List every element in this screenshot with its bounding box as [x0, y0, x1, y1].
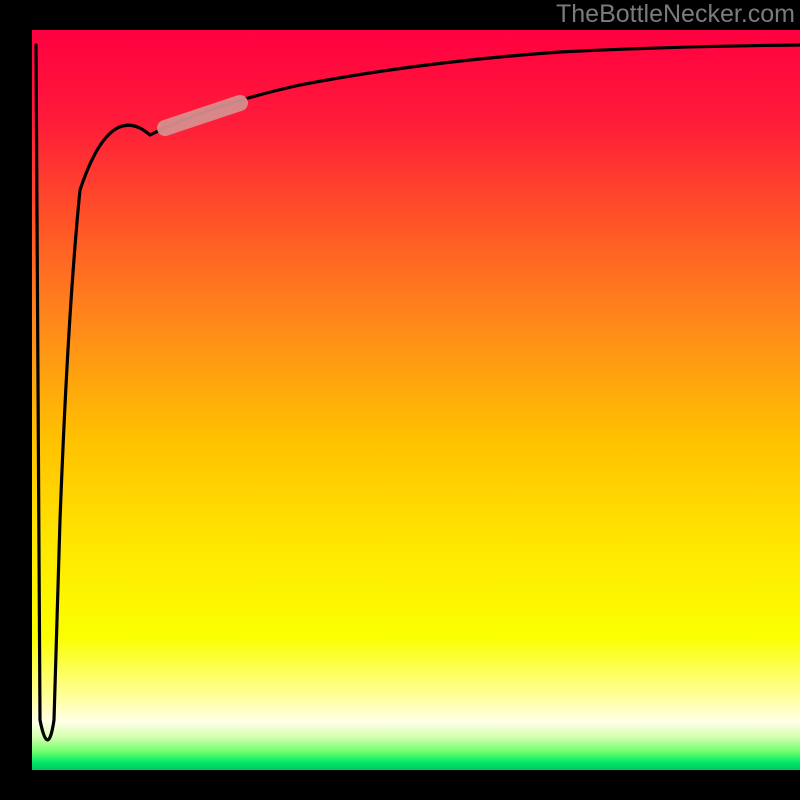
chart-svg: TheBottleNecker.com — [0, 0, 800, 800]
chart-root: TheBottleNecker.com — [0, 0, 800, 800]
plot-area — [32, 30, 800, 770]
attribution-text: TheBottleNecker.com — [556, 0, 795, 28]
